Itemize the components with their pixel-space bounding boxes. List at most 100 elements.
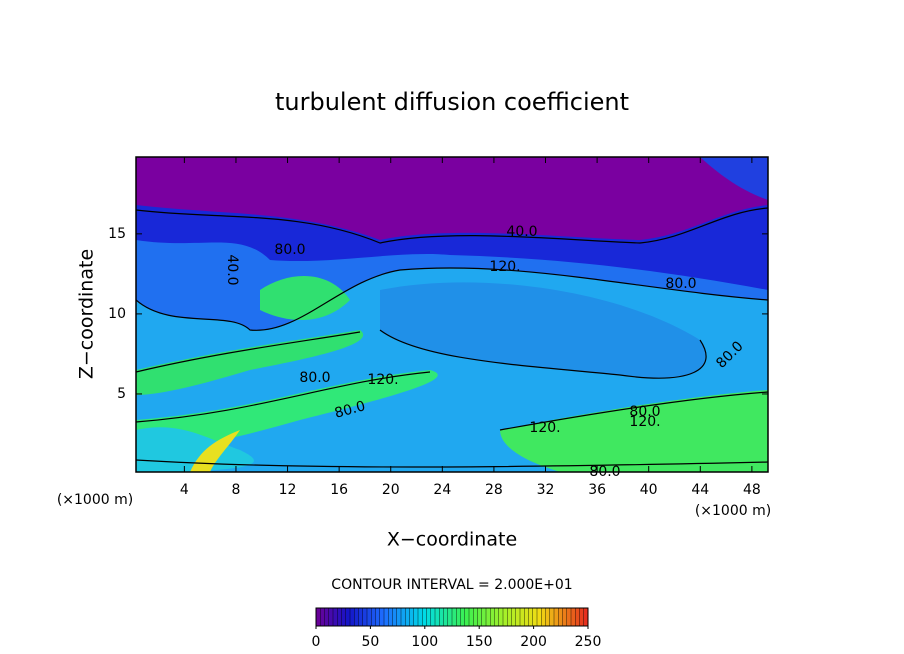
colorbar-cell [409, 608, 415, 626]
colorbar-cell [549, 608, 555, 626]
colorbar-cell [554, 608, 559, 626]
colorbar-cell [490, 608, 495, 626]
x-tick-label: 20 [382, 482, 400, 498]
colorbar-cell [498, 608, 504, 626]
colorbar-cell [396, 608, 402, 626]
colorbar-cell [379, 608, 385, 626]
colorbar-cell [328, 608, 334, 626]
colorbar-tick-label: 0 [312, 634, 321, 650]
colorbar-cell [469, 608, 474, 626]
colorbar-cell [566, 608, 572, 626]
x-tick-label: 4 [180, 482, 189, 498]
colorbar-cell [422, 608, 427, 626]
colorbar-cell [333, 608, 338, 626]
colorbar-cell [494, 608, 500, 626]
colorbar-tick-label: 150 [466, 634, 493, 650]
colorbar-cell [532, 608, 538, 626]
colorbar-cell [439, 608, 444, 626]
y-unit: (×1000 m) [695, 503, 771, 519]
contour-label: 80.0 [274, 242, 305, 258]
y-tick-label: 5 [117, 386, 126, 402]
colorbar-cell [337, 608, 342, 626]
colorbar-cell [520, 608, 525, 626]
colorbar-cell [447, 608, 453, 626]
colorbar-cell [384, 608, 389, 626]
colorbar-tick-label: 50 [361, 634, 379, 650]
colorbar-cell [392, 608, 398, 626]
colorbar-cell [562, 608, 568, 626]
colorbar-cell [443, 608, 449, 626]
colorbar-cell [426, 608, 432, 626]
x-tick-label: 48 [743, 482, 761, 498]
colorbar-cell [473, 608, 478, 626]
x-tick-label: 32 [537, 482, 555, 498]
colorbar-cell [528, 608, 534, 626]
x-tick-label: 28 [485, 482, 503, 498]
colorbar-cell [316, 608, 321, 626]
colorbar-cell [503, 608, 508, 626]
contour-label: 40.0 [506, 224, 537, 240]
x-unit: (×1000 m) [57, 492, 133, 508]
y-tick-label: 10 [108, 306, 126, 322]
contour-label: 80.0 [629, 404, 660, 420]
colorbar-cell [515, 608, 521, 626]
colorbar-cell [477, 608, 483, 626]
colorbar-cell [388, 608, 393, 626]
contour-label: 120. [529, 420, 560, 436]
contour-interval: CONTOUR INTERVAL = 2.000E+01 [331, 577, 572, 593]
colorbar-cell [367, 608, 372, 626]
colorbar-cell [362, 608, 368, 626]
y-axis-label: Z−coordinate [76, 249, 98, 379]
colorbar-tick-label: 200 [520, 634, 547, 650]
colorbar-cell [371, 608, 376, 626]
colorbar-cell [481, 608, 487, 626]
contour-label: 120. [629, 414, 660, 430]
colorbar-cell [579, 608, 585, 626]
colorbar-frame [315, 607, 589, 627]
colorbar-cell [486, 608, 491, 626]
colorbar-cell [507, 608, 512, 626]
colorbar-cell [524, 608, 529, 626]
colorbar-cell [460, 608, 466, 626]
colorbar-tick-label: 250 [575, 634, 602, 650]
x-tick-label: 8 [231, 482, 240, 498]
colorbar-cell [413, 608, 419, 626]
colorbar-cell [320, 608, 325, 626]
colorbar-tick-label: 100 [411, 634, 438, 650]
colorbar-cell [545, 608, 551, 626]
x-tick-label: 24 [433, 482, 451, 498]
y-tick-label: 15 [108, 226, 126, 242]
colorbar-cell [350, 608, 355, 626]
chart-title: turbulent diffusion coefficient [275, 88, 629, 116]
contour-label: 80.0 [299, 370, 330, 386]
contour-label: 40.0 [224, 254, 240, 285]
contour-label: 80.0 [333, 398, 367, 422]
x-tick-label: 40 [640, 482, 658, 498]
colorbar-cell [354, 608, 359, 626]
colorbar-cell [511, 608, 517, 626]
plot-frame [135, 156, 769, 473]
colorbar-cell [345, 608, 351, 626]
colorbar-cell [575, 608, 580, 626]
contour-label: 80.0 [589, 464, 620, 480]
colorbar-cell [430, 608, 436, 626]
colorbar-cell [358, 608, 364, 626]
colorbar-cell [341, 608, 347, 626]
contour-label: 120. [367, 372, 398, 388]
colorbar-cell [401, 608, 406, 626]
contour-label: 80.0 [665, 276, 696, 292]
colorbar-cell [541, 608, 546, 626]
contour-label: 120. [489, 259, 520, 275]
colorbar-cell [558, 608, 563, 626]
colorbar-cell [418, 608, 423, 626]
x-tick-label: 36 [588, 482, 606, 498]
colorbar-cell [452, 608, 457, 626]
x-tick-label: 44 [691, 482, 709, 498]
colorbar-cell [537, 608, 542, 626]
x-axis-label: X−coordinate [387, 529, 517, 551]
colorbar-cell [324, 608, 330, 626]
x-tick-label: 12 [279, 482, 297, 498]
field [136, 157, 768, 472]
colorbar-cell [435, 608, 440, 626]
